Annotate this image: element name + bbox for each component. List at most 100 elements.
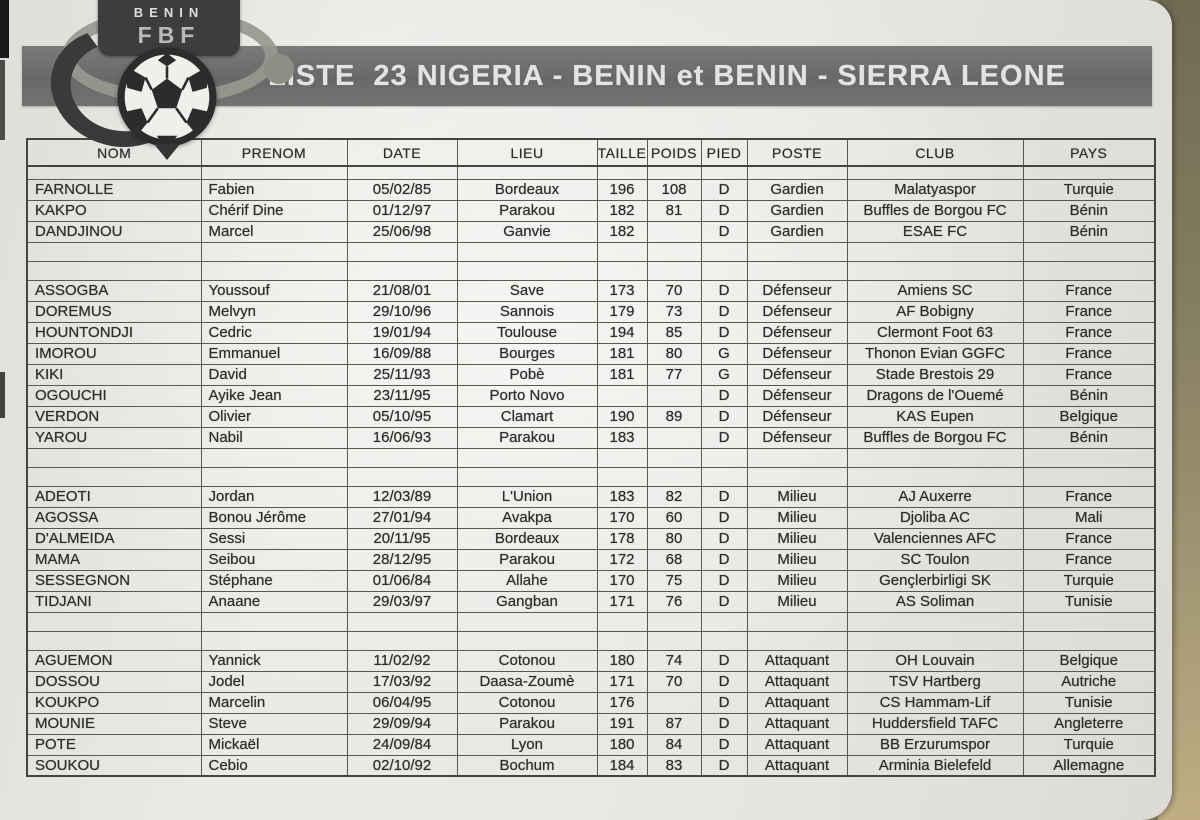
players-table: NOM PRENOM DATE LIEU TAILLE POIDS PIED POSTE CLU… <box>26 138 1156 777</box>
cell: Attaquant <box>746 691 848 714</box>
cell <box>26 241 202 262</box>
cell: YAROU <box>26 426 202 449</box>
cell <box>596 447 648 468</box>
cell: 05/10/95 <box>346 405 458 428</box>
cell <box>26 260 202 281</box>
cell: Gardien <box>746 220 848 243</box>
cell <box>700 630 748 651</box>
cell <box>346 630 458 651</box>
cell: Défenseur <box>746 279 848 302</box>
cell: 84 <box>646 733 702 756</box>
cell: 182 <box>596 199 648 222</box>
cell: D'ALMEIDA <box>26 527 202 550</box>
cell: VERDON <box>26 405 202 428</box>
cell: AGUEMON <box>26 649 202 672</box>
cell: France <box>1022 321 1156 344</box>
cell <box>346 447 458 468</box>
cell <box>1022 165 1156 180</box>
cell: 17/03/92 <box>346 670 458 693</box>
cell <box>596 260 648 281</box>
cell <box>1022 241 1156 262</box>
cell: IMOROU <box>26 342 202 365</box>
cell: 82 <box>646 485 702 508</box>
cell: Mickaël <box>200 733 348 756</box>
cell <box>346 466 458 487</box>
cell <box>700 466 748 487</box>
cell <box>456 260 598 281</box>
cell: France <box>1022 527 1156 550</box>
table-row: VERDON Olivier 05/10/95 Clamart 190 89 D Défens… <box>26 405 1156 428</box>
cell: D <box>700 405 748 428</box>
cell <box>746 241 848 262</box>
cell: 27/01/94 <box>346 506 458 529</box>
cell: Ganvie <box>456 220 598 243</box>
cell: Cedric <box>200 321 348 344</box>
cell: Seibou <box>200 548 348 571</box>
cell: Melvyn <box>200 300 348 323</box>
cell: 196 <box>596 178 648 201</box>
cell: AF Bobigny <box>846 300 1024 323</box>
cell: Turquie <box>1022 569 1156 592</box>
cell <box>200 447 348 468</box>
cell: Parakou <box>456 426 598 449</box>
cell: Yannick <box>200 649 348 672</box>
table-row: TIDJANI Anaane 29/03/97 Gangban 171 76 D Milieu… <box>26 590 1156 613</box>
cell: HOUNTONDJI <box>26 321 202 344</box>
cell: Malatyaspor <box>846 178 1024 201</box>
cell: 194 <box>596 321 648 344</box>
cell: Bénin <box>1022 384 1156 407</box>
cell: Milieu <box>746 569 848 592</box>
table-header-row: NOM PRENOM DATE LIEU TAILLE POIDS PIED POSTE CLU… <box>26 138 1156 167</box>
cell <box>646 691 702 714</box>
cell: Attaquant <box>746 712 848 735</box>
cell: 06/04/95 <box>346 691 458 714</box>
table-row: KAKPO Chérif Dine 01/12/97 Parakou 182 81 D Gar… <box>26 199 1156 222</box>
column-header: POIDS <box>646 138 702 167</box>
cell: 191 <box>596 712 648 735</box>
group-spacer-row <box>26 466 1156 487</box>
cell: Porto Novo <box>456 384 598 407</box>
cell <box>456 611 598 632</box>
cell: Belgique <box>1022 405 1156 428</box>
cell: D <box>700 199 748 222</box>
logo-fbf-text: FBF <box>137 22 201 48</box>
cell: 76 <box>646 590 702 613</box>
cell: 83 <box>646 754 702 777</box>
cell: ADEOTI <box>26 485 202 508</box>
cell: ASSOGBA <box>26 279 202 302</box>
cell: Défenseur <box>746 342 848 365</box>
cell: 176 <box>596 691 648 714</box>
cell <box>596 241 648 262</box>
cell: 70 <box>646 279 702 302</box>
cell: Défenseur <box>746 300 848 323</box>
cell: Angleterre <box>1022 712 1156 735</box>
cell <box>596 384 648 407</box>
table-row: ASSOGBA Youssouf 21/08/01 Save 173 70 D Défense… <box>26 279 1156 302</box>
cell: ESAE FC <box>846 220 1024 243</box>
cell: Sessi <box>200 527 348 550</box>
cell <box>746 466 848 487</box>
cell: D <box>700 754 748 777</box>
cell <box>746 630 848 651</box>
cell <box>1022 447 1156 468</box>
cell: Turquie <box>1022 178 1156 201</box>
cell: Bordeaux <box>456 178 598 201</box>
soccer-ball-icon <box>117 47 217 147</box>
cell <box>646 426 702 449</box>
logo-pin-point <box>154 144 180 160</box>
cell: Pobè <box>456 363 598 386</box>
cell: Défenseur <box>746 405 848 428</box>
cell: 77 <box>646 363 702 386</box>
cell: Youssouf <box>200 279 348 302</box>
cell: G <box>700 363 748 386</box>
cell: Cebio <box>200 754 348 777</box>
cell: 73 <box>646 300 702 323</box>
table-row: D'ALMEIDA Sessi 20/11/95 Bordeaux 178 80 D Mili… <box>26 527 1156 550</box>
cell: BB Erzurumspor <box>846 733 1024 756</box>
group-spacer-row <box>26 447 1156 468</box>
cell <box>700 260 748 281</box>
photo-edge-artifact <box>0 0 9 58</box>
cell: KAS Eupen <box>846 405 1024 428</box>
cell: D <box>700 384 748 407</box>
cell: Valenciennes AFC <box>846 527 1024 550</box>
